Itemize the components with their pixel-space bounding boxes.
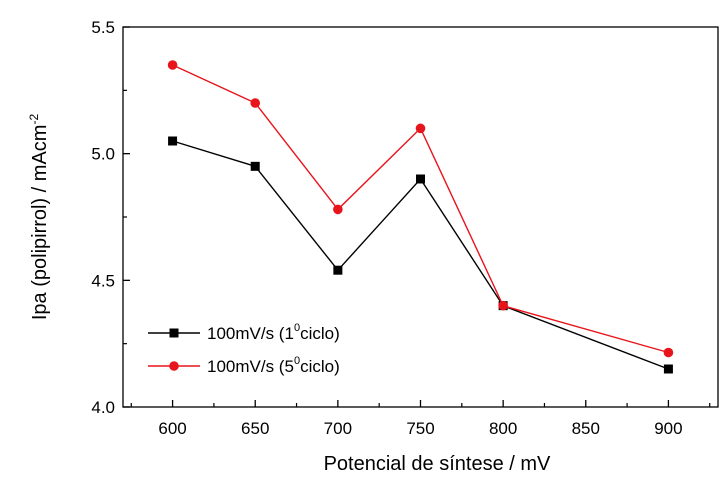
legend-label-superscript: 0: [294, 322, 300, 334]
data-point: [168, 136, 178, 146]
y-tick-label: 5.0: [91, 145, 115, 164]
legend-label-superscript: 0: [294, 355, 300, 367]
y-tick-label: 4.0: [91, 398, 115, 417]
x-tick-label: 700: [324, 419, 352, 438]
data-point: [663, 364, 673, 374]
data-point: [167, 60, 178, 70]
legend-label-text: 100mV/s (1: [207, 324, 294, 343]
legend-marker: [169, 361, 179, 371]
series-2: [167, 60, 674, 358]
legend-label-text: 100mV/s (5: [207, 357, 294, 376]
axis-tick-labels: 600 650 700 750 800 850 900 4.0 4.5 5.0 5.5: [91, 18, 682, 438]
axis-ticks: [123, 26, 711, 408]
y-axis-title: Ipa (polipirrol) / mAcm-2: [27, 114, 51, 321]
legend-label-text: ciclo): [300, 357, 340, 376]
y-tick-label: 4.5: [91, 271, 115, 290]
series-layer: [167, 60, 674, 374]
x-tick-label: 800: [489, 419, 517, 438]
legend-marker: [169, 328, 179, 338]
legend-item-2: 100mV/s (50ciclo): [148, 355, 340, 376]
y-tick-label: 5.5: [91, 18, 115, 37]
x-tick-label: 600: [158, 419, 186, 438]
x-tick-label: 750: [406, 419, 434, 438]
legend-item-1: 100mV/s (10ciclo): [148, 322, 340, 343]
x-tick-label: 850: [572, 419, 600, 438]
data-point: [250, 161, 260, 171]
data-point: [498, 300, 508, 311]
legend-label-text: ciclo): [300, 324, 340, 343]
data-point: [250, 98, 261, 108]
data-point: [333, 204, 343, 215]
legend-label: 100mV/s (50ciclo): [207, 355, 340, 376]
data-point: [416, 174, 425, 184]
x-tick-label: 900: [654, 419, 682, 438]
series-line: [172, 64, 669, 354]
series-line: [172, 140, 669, 370]
data-point: [333, 265, 343, 275]
legend-label: 100mV/s (10ciclo): [207, 322, 340, 343]
y-axis-title-superscript: -2: [27, 114, 41, 125]
x-axis-title: Potencial de síntese / mV: [324, 453, 551, 475]
legend: 100mV/s (10ciclo)100mV/s (50ciclo): [148, 322, 340, 376]
x-tick-label: 650: [241, 419, 269, 438]
data-point: [415, 123, 426, 134]
y-axis-title-main: Ipa (polipirrol) / mAcm: [29, 125, 51, 321]
data-point: [663, 347, 674, 358]
